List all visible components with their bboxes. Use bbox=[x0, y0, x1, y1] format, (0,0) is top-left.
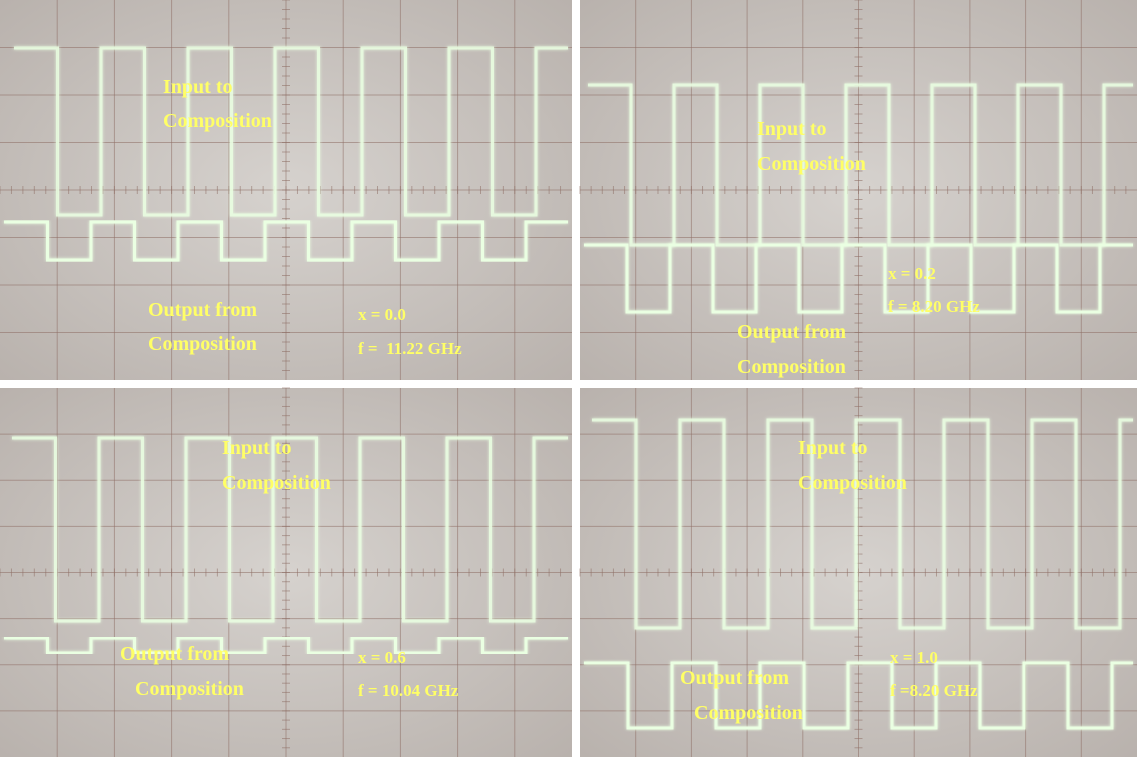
oscilloscope-photo bbox=[0, 0, 572, 380]
f-label: f = 11.22 GHz bbox=[358, 339, 462, 358]
f-label: f =8.20 GHz bbox=[890, 681, 978, 700]
input-label: Input to bbox=[163, 76, 232, 98]
input-label: Input to bbox=[222, 437, 291, 459]
output-label: Composition bbox=[135, 678, 244, 700]
input-label: Composition bbox=[163, 110, 272, 132]
input-label: Composition bbox=[757, 153, 866, 175]
output-label: Output from bbox=[737, 321, 846, 343]
x-label: x = 1.0 bbox=[890, 648, 938, 667]
input-label: Input to bbox=[757, 118, 826, 140]
output-label: Output from bbox=[120, 643, 229, 665]
f-label: f = 8.20 GHz bbox=[888, 297, 980, 316]
output-label: Output from bbox=[148, 299, 257, 321]
input-label: Composition bbox=[222, 472, 331, 494]
output-label: Composition bbox=[737, 356, 846, 378]
figure: Input to Composition Output from Composi… bbox=[0, 0, 1137, 757]
oscilloscope-photo bbox=[580, 0, 1137, 380]
input-label: Input to bbox=[798, 437, 867, 459]
f-label: f = 10.04 GHz bbox=[358, 681, 459, 700]
x-label: x = 0.6 bbox=[358, 648, 406, 667]
x-label: x = 0.0 bbox=[358, 305, 406, 324]
output-label: Composition bbox=[148, 333, 257, 355]
input-label: Composition bbox=[798, 472, 907, 494]
x-label: x = 0.2 bbox=[888, 264, 936, 283]
output-label: Composition bbox=[694, 702, 803, 724]
output-label: Output from bbox=[680, 667, 789, 689]
